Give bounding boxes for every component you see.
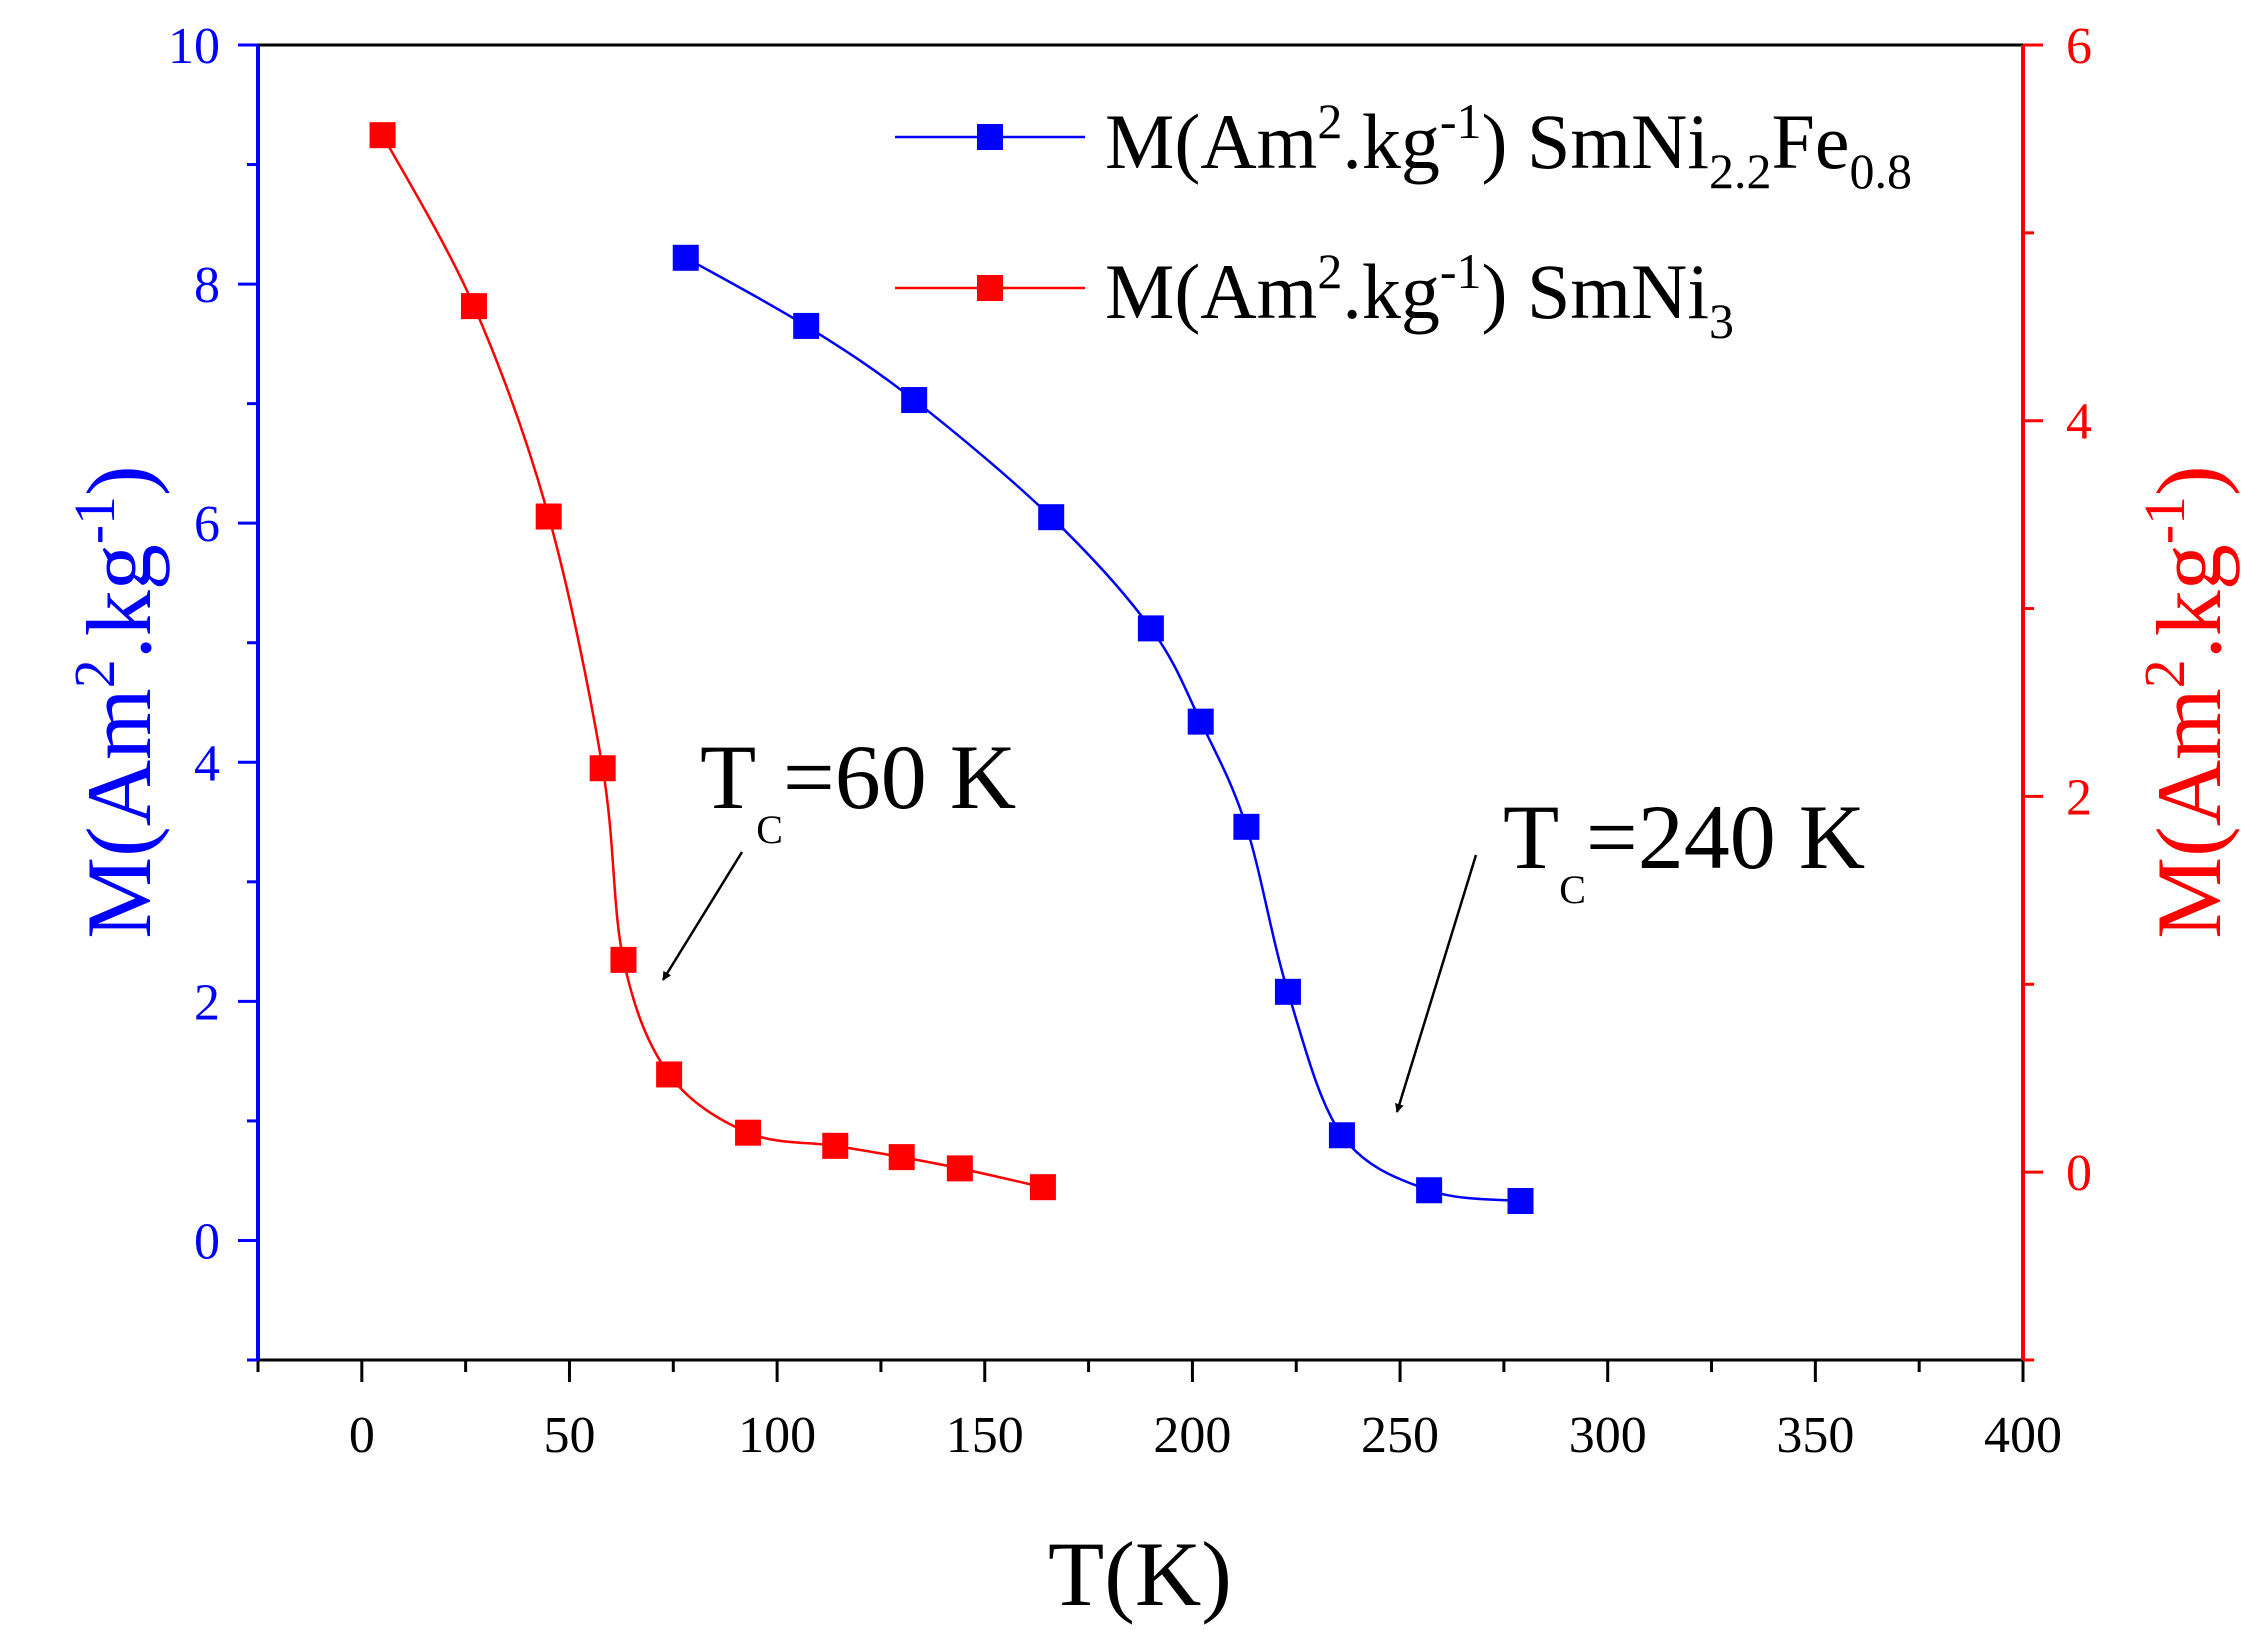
- data-point: [1274, 978, 1301, 1005]
- data-point: [901, 387, 928, 414]
- data-point: [1233, 813, 1260, 840]
- legend-label-smni3: M(Am2.kg-1) SmNi3: [1105, 243, 1734, 349]
- left-y-tick-label: 0: [194, 1213, 220, 1270]
- data-point: [946, 1155, 973, 1182]
- x-axis-label: T(K): [1048, 1523, 1232, 1625]
- right-y-tick-label: 6: [2066, 18, 2092, 75]
- right-y-tick-label: 0: [2066, 1145, 2092, 1202]
- left-y-axis-ticks: 0 2 4 6 8 10: [168, 18, 258, 1362]
- annotation-tc-240: TC=240 K: [1395, 786, 1865, 1113]
- series-line: [381, 134, 1044, 1189]
- data-point: [793, 312, 820, 339]
- data-point: [672, 244, 699, 271]
- series-smni2.2fe0.8: [672, 244, 1534, 1215]
- left-y-axis-label: M(Am2.kg-1): [62, 465, 170, 938]
- data-point: [369, 122, 396, 149]
- plot-frame: [256, 43, 2025, 1362]
- x-tick-label: 400: [1984, 1407, 2062, 1464]
- data-point: [1029, 1174, 1056, 1201]
- right-y-tick-label: 2: [2066, 769, 2092, 826]
- data-point: [822, 1132, 849, 1159]
- annotation-tc-240-label: TC=240 K: [1503, 786, 1865, 912]
- x-tick-label: 350: [1776, 1407, 1854, 1464]
- legend-marker-blue: [977, 124, 1003, 150]
- data-point: [735, 1119, 762, 1146]
- data-point: [1187, 708, 1214, 735]
- data-point: [1038, 504, 1065, 531]
- annotation-tc-60-arrow: [661, 851, 744, 981]
- right-y-axis-ticks: 0 2 4 6: [2023, 18, 2092, 1362]
- series-layer: [369, 122, 1534, 1215]
- right-y-axis-label: M(Am2.kg-1): [2132, 465, 2240, 938]
- x-tick-label: 300: [1569, 1407, 1647, 1464]
- legend-entry-smni3: M(Am2.kg-1) SmNi3: [895, 243, 1734, 349]
- left-y-tick-label: 8: [194, 257, 220, 314]
- data-point: [610, 946, 637, 973]
- legend-label-smni2.2fe0.8: M(Am2.kg-1) SmNi2.2Fe0.8: [1105, 93, 1912, 199]
- data-point: [535, 503, 562, 530]
- x-tick-label: 50: [543, 1407, 595, 1464]
- x-tick-label: 150: [946, 1407, 1024, 1464]
- annotation-tc-60: TC=60 K: [661, 726, 1016, 981]
- left-y-tick-label: 6: [194, 496, 220, 553]
- legend: M(Am2.kg-1) SmNi2.2Fe0.8 M(Am2.kg-1) SmN…: [895, 93, 1912, 349]
- series-smni3: [369, 122, 1056, 1201]
- left-y-tick-label: 10: [168, 18, 220, 75]
- data-point: [1416, 1177, 1443, 1204]
- annotation-tc-240-arrow: [1395, 854, 1478, 1113]
- legend-entry-smni2.2fe0.8: M(Am2.kg-1) SmNi2.2Fe0.8: [895, 93, 1912, 199]
- x-tick-label: 250: [1361, 1407, 1439, 1464]
- data-point: [1328, 1122, 1355, 1149]
- data-point: [460, 293, 487, 320]
- data-point: [1507, 1188, 1534, 1215]
- x-axis-ticks: 0 50 100 150 200 250 300 350 400: [256, 1360, 2062, 1464]
- x-tick-label: 200: [1153, 1407, 1231, 1464]
- legend-marker-red: [977, 275, 1003, 301]
- left-y-tick-label: 2: [194, 974, 220, 1031]
- right-y-tick-label: 4: [2066, 394, 2092, 451]
- data-point: [1137, 615, 1164, 642]
- left-y-tick-label: 4: [194, 735, 220, 792]
- annotation-tc-60-label: TC=60 K: [700, 726, 1016, 852]
- data-point: [656, 1061, 683, 1088]
- data-point: [589, 755, 616, 782]
- x-tick-label: 0: [349, 1407, 375, 1464]
- x-tick-label: 100: [738, 1407, 816, 1464]
- data-point: [888, 1144, 915, 1171]
